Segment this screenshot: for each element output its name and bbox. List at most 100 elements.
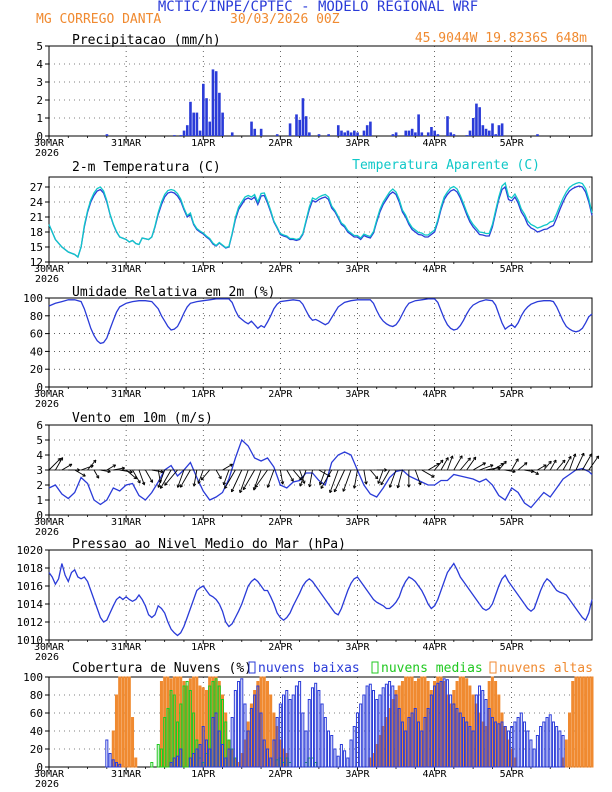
wind-arrow bbox=[498, 460, 507, 471]
series-line bbox=[48, 562, 593, 637]
precip-bar bbox=[189, 101, 192, 136]
wind-arrow-head bbox=[568, 455, 572, 460]
cloud-bar-nuvens-baixas bbox=[407, 717, 411, 768]
wind-arrow bbox=[319, 469, 326, 486]
cloud-bar-nuvens-altas bbox=[124, 676, 128, 768]
precip-bar bbox=[317, 134, 321, 136]
precip-bar bbox=[449, 132, 453, 136]
wind-arrow-head bbox=[535, 471, 539, 475]
y-tick-label: 100 bbox=[23, 292, 43, 305]
wind-arrow bbox=[299, 469, 307, 487]
wind-arrow bbox=[179, 469, 191, 488]
cloud-bar-nuvens-baixas bbox=[272, 739, 276, 768]
cloud-bar-nuvens-baixas bbox=[561, 735, 565, 768]
precip-bar bbox=[478, 107, 481, 136]
precip-bar bbox=[230, 132, 234, 136]
series-line bbox=[48, 438, 593, 509]
wind-arrow-head bbox=[459, 455, 463, 459]
cloud-bar-nuvens-baixas bbox=[285, 690, 289, 768]
precip-bar bbox=[198, 130, 202, 136]
wind-arrow-head bbox=[308, 483, 312, 488]
y-tick-label: 1010 bbox=[17, 634, 44, 647]
header-station: MG CORREGO DANTA bbox=[36, 12, 161, 27]
wind-arrow-head bbox=[137, 480, 141, 484]
x-tick-label: 2APR bbox=[268, 138, 293, 149]
cloud-bar-nuvens-altas bbox=[584, 676, 588, 768]
cloud-bar-nuvens-baixas bbox=[378, 694, 382, 768]
wind-arrow-head bbox=[149, 479, 154, 483]
x-tick-label: 4APR bbox=[423, 642, 448, 653]
wind-arrow bbox=[342, 469, 352, 492]
wind-arrow-head bbox=[280, 481, 285, 485]
wind-arrow-head bbox=[159, 485, 164, 489]
precip-bar bbox=[340, 130, 343, 136]
wind-arrow-head bbox=[112, 464, 117, 468]
y-tick-label: 0 bbox=[36, 381, 43, 394]
x-tick-label: 2APR bbox=[268, 517, 293, 528]
cloud-bar-nuvens-baixas bbox=[224, 757, 228, 768]
wind-arrow-head bbox=[92, 459, 97, 464]
wind-arrow-head bbox=[523, 462, 528, 466]
wind-arrow-head bbox=[298, 476, 302, 481]
precip-bar bbox=[468, 130, 472, 136]
wind-arrow bbox=[588, 455, 600, 471]
y-tick-label: 60 bbox=[30, 707, 43, 720]
cloud-bar-nuvens-baixas bbox=[445, 679, 449, 768]
wind-arrow-head bbox=[230, 488, 235, 493]
wind-arrow bbox=[569, 453, 576, 471]
y-tick-label: 0 bbox=[36, 130, 43, 143]
cloud-bar-nuvens-baixas bbox=[188, 757, 192, 768]
cloud-bar-nuvens-baixas bbox=[233, 690, 237, 768]
wind-arrow bbox=[472, 462, 486, 471]
wind-arrow bbox=[222, 463, 233, 471]
cloud-bar-nuvens-baixas bbox=[343, 750, 347, 768]
wind-arrow-head bbox=[377, 480, 381, 484]
cloud-bar-nuvens-baixas bbox=[105, 739, 109, 768]
cloud-bar-nuvens-baixas bbox=[314, 682, 318, 768]
cloud-bar-nuvens-baixas bbox=[384, 683, 388, 768]
cloud-bar-nuvens-baixas bbox=[423, 717, 427, 768]
wind-arrow bbox=[100, 469, 111, 473]
y-tick-label: 5 bbox=[36, 434, 43, 447]
wind-arrow-head bbox=[445, 457, 449, 461]
cloud-bar-nuvens-baixas bbox=[526, 730, 530, 768]
precip-bar bbox=[465, 135, 469, 136]
x-tick-label: 31MAR bbox=[111, 138, 142, 149]
wind-arrow bbox=[434, 459, 444, 471]
cloud-bar-nuvens-baixas bbox=[243, 703, 247, 768]
wind-arrow-head bbox=[384, 468, 388, 472]
wind-arrow-head bbox=[588, 453, 593, 457]
precip-bar bbox=[356, 132, 359, 136]
wind-arrow bbox=[309, 469, 313, 488]
wind-arrow bbox=[511, 458, 519, 471]
cloud-bar-nuvens-baixas bbox=[397, 708, 401, 768]
precip-bar bbox=[349, 132, 353, 136]
cloud-bar-nuvens-medias bbox=[182, 685, 186, 768]
cloud-bar-nuvens-baixas bbox=[474, 694, 478, 768]
x-tick-label: 1APR bbox=[191, 138, 216, 149]
panel-title: Cobertura de Nuvens (%) bbox=[72, 661, 252, 676]
cloud-bar-nuvens-baixas bbox=[227, 748, 231, 768]
wind-arrow-head bbox=[222, 481, 227, 486]
panel-title: Vento em 10m (m/s) bbox=[72, 411, 213, 426]
x-tick-year: 2026 bbox=[35, 148, 59, 159]
y-tick-label: 1016 bbox=[17, 580, 44, 593]
x-tick-label: 4APR bbox=[423, 138, 448, 149]
wind-arrow bbox=[320, 469, 333, 489]
wind-arrow-head bbox=[319, 481, 323, 486]
cloud-bar-nuvens-baixas bbox=[240, 678, 244, 768]
x-tick-label: 31MAR bbox=[111, 642, 142, 653]
wind-arrow bbox=[160, 469, 172, 489]
cloud-bar-nuvens-baixas bbox=[481, 690, 485, 768]
cloud-bar-nuvens-baixas bbox=[452, 703, 456, 768]
wind-arrow-head bbox=[374, 475, 379, 480]
cloud-bar-nuvens-baixas bbox=[375, 699, 379, 768]
y-tick-label: 80 bbox=[30, 310, 43, 323]
wind-arrow bbox=[231, 469, 243, 493]
panel-title: Umidade Relativa em 2m (%) bbox=[72, 285, 276, 300]
wind-arrow bbox=[421, 469, 435, 478]
cloud-bar-nuvens-baixas bbox=[195, 748, 199, 768]
wind-arrow bbox=[292, 469, 302, 481]
cloud-bar-nuvens-baixas bbox=[301, 712, 305, 768]
